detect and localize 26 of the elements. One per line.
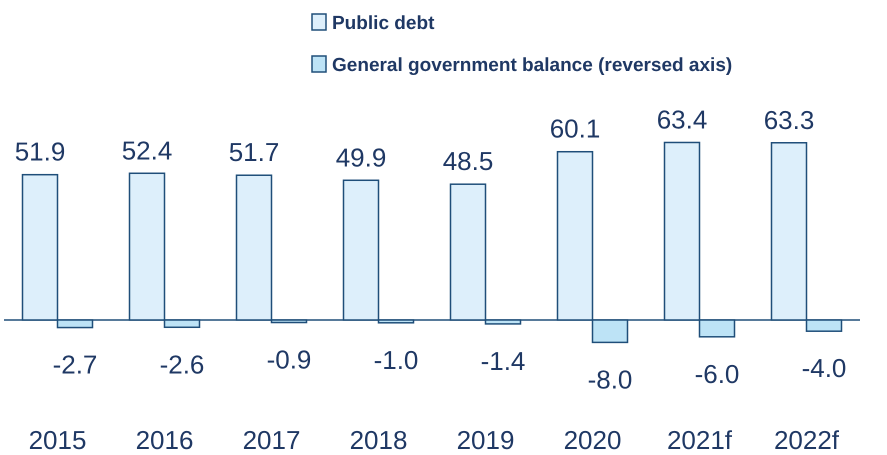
data-label: 63.4 [656, 104, 708, 134]
x-tick-label: 2018 [350, 425, 408, 455]
data-label: -1.4 [480, 346, 526, 376]
x-tick-label: 2021f [666, 425, 733, 455]
data-label: 48.5 [442, 146, 494, 176]
x-tick-label: 2020 [564, 425, 622, 455]
data-label: 60.1 [550, 114, 600, 144]
data-label: 49.9 [336, 142, 386, 172]
data-label: -6.0 [694, 358, 740, 389]
x-tick-label: 2017 [242, 425, 300, 455]
x-tick-label: 2019 [456, 425, 514, 455]
data-label: 52.4 [122, 135, 172, 166]
x-tick-label: 2016 [136, 425, 194, 455]
data-label: 51.7 [228, 137, 280, 168]
data-label: 51.9 [14, 136, 66, 167]
legend-label: General government balance (reversed axis) [332, 55, 732, 76]
legend-label: Public debt [332, 13, 436, 34]
data-label: -8.0 [588, 364, 632, 394]
x-tick-label: 2015 [28, 425, 86, 455]
data-label: -2.7 [52, 350, 98, 380]
data-label: -1.0 [374, 344, 418, 375]
data-label: -2.6 [160, 349, 204, 380]
data-label: -4.0 [802, 353, 846, 384]
data-label: 63.3 [764, 104, 814, 135]
x-tick-label: 2022f [774, 425, 840, 455]
data-label: -0.9 [266, 344, 312, 375]
